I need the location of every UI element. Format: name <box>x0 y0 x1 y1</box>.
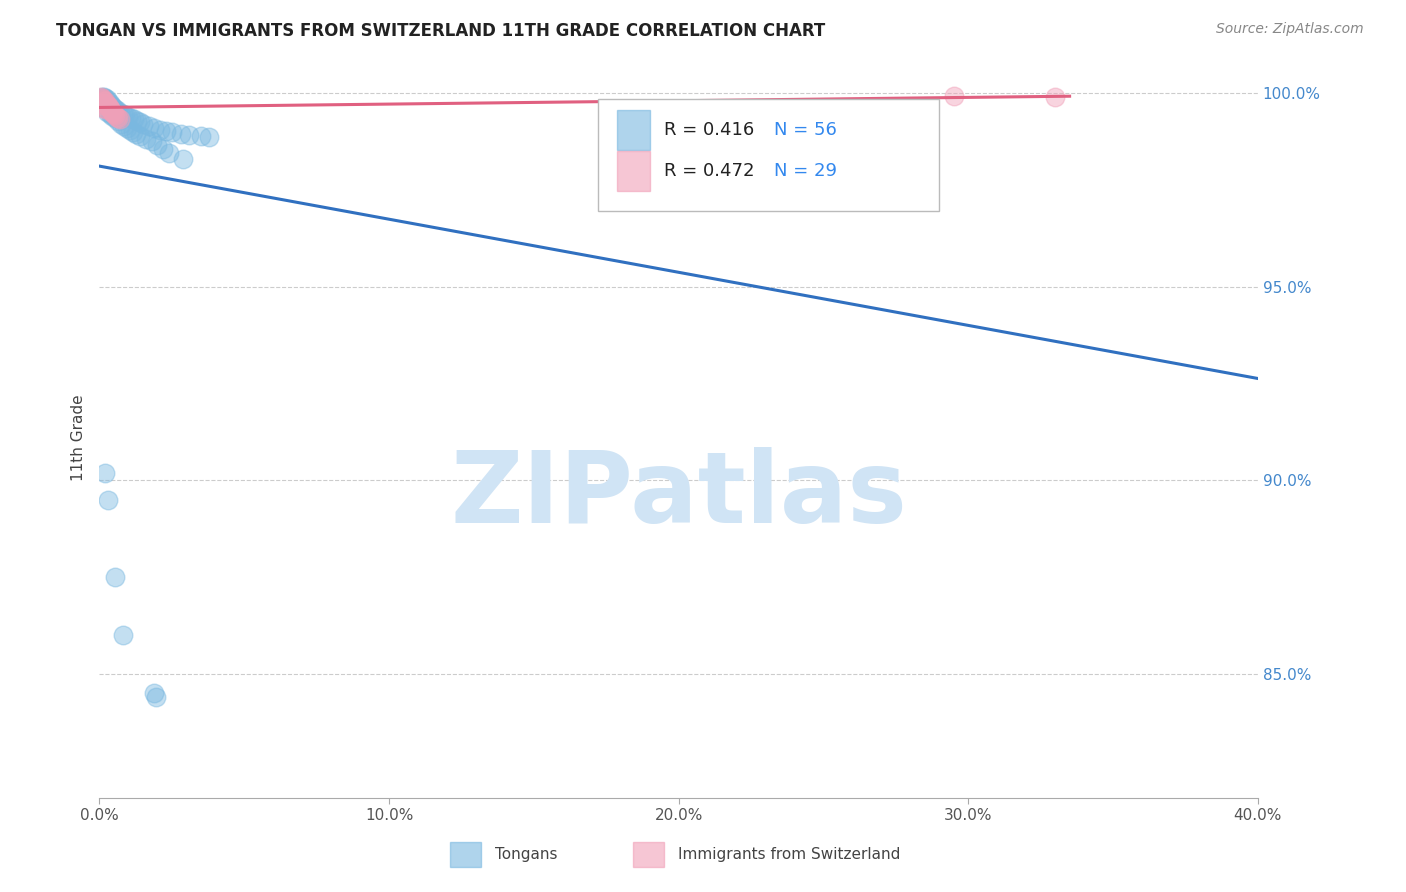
Point <box>98 107 121 121</box>
Point <box>93 95 115 109</box>
Point <box>101 99 124 113</box>
Point <box>91 92 114 106</box>
Point <box>91 92 114 106</box>
Point <box>135 132 157 146</box>
Point <box>121 125 143 139</box>
Point <box>94 466 117 480</box>
Point <box>141 134 163 148</box>
Point <box>108 106 131 120</box>
Point <box>146 138 169 153</box>
Point <box>93 94 115 108</box>
Point <box>94 95 117 110</box>
Point <box>110 117 132 131</box>
Point <box>143 686 166 700</box>
Text: Immigrants from Switzerland: Immigrants from Switzerland <box>678 847 900 862</box>
Point <box>145 690 167 705</box>
Point <box>143 120 166 135</box>
Point <box>117 110 139 124</box>
Point <box>97 492 120 507</box>
Point <box>155 124 177 138</box>
Point <box>160 125 183 139</box>
Point <box>96 105 118 120</box>
Point <box>122 112 145 127</box>
Point <box>112 119 135 133</box>
Point <box>118 122 141 136</box>
Point <box>96 92 118 106</box>
Point <box>90 90 112 104</box>
Point <box>100 103 122 118</box>
Point <box>100 97 122 112</box>
Point <box>100 104 122 119</box>
Point <box>91 93 114 107</box>
Point <box>111 628 134 642</box>
Point <box>100 102 122 116</box>
Point <box>103 101 125 115</box>
Point <box>107 104 129 119</box>
Point <box>107 113 129 128</box>
Point <box>91 98 114 112</box>
Point <box>179 128 201 142</box>
Point <box>98 102 121 116</box>
Point <box>108 112 131 127</box>
Text: TONGAN VS IMMIGRANTS FROM SWITZERLAND 11TH GRADE CORRELATION CHART: TONGAN VS IMMIGRANTS FROM SWITZERLAND 11… <box>56 22 825 40</box>
Text: Tongans: Tongans <box>495 847 557 862</box>
Point <box>129 129 152 144</box>
Point <box>152 142 174 156</box>
Point <box>104 111 127 125</box>
FancyBboxPatch shape <box>598 99 939 211</box>
Point <box>190 129 212 144</box>
Point <box>97 94 120 108</box>
Point <box>96 98 118 112</box>
Point <box>169 127 191 141</box>
Point <box>94 102 117 116</box>
Point <box>107 111 129 125</box>
Point <box>1043 90 1066 104</box>
Point <box>115 120 138 135</box>
Point <box>96 97 118 112</box>
Point <box>93 101 115 115</box>
Point <box>90 95 112 110</box>
Point <box>125 113 148 128</box>
Point <box>111 107 134 121</box>
Point <box>90 90 112 104</box>
Point <box>97 99 120 113</box>
Point <box>93 102 115 116</box>
Y-axis label: 11th Grade: 11th Grade <box>72 394 86 481</box>
Point <box>103 107 125 121</box>
Point <box>114 108 136 122</box>
Text: R = 0.472: R = 0.472 <box>664 162 754 180</box>
Point <box>101 105 124 120</box>
Point <box>104 102 127 116</box>
Text: ZIPatlas: ZIPatlas <box>450 447 907 544</box>
Point <box>101 109 124 123</box>
Point <box>94 90 117 104</box>
Point <box>172 152 194 166</box>
Point <box>149 122 172 136</box>
Text: R = 0.416: R = 0.416 <box>664 121 754 139</box>
Point <box>98 95 121 110</box>
Point <box>132 117 155 131</box>
Point <box>97 101 120 115</box>
Point <box>104 108 127 122</box>
Text: N = 29: N = 29 <box>773 162 837 180</box>
Point <box>94 96 117 111</box>
Point <box>105 110 128 124</box>
Point <box>105 103 128 118</box>
Point <box>120 111 142 125</box>
Point <box>90 90 112 104</box>
Text: N = 56: N = 56 <box>773 121 837 139</box>
Point <box>103 106 125 120</box>
Point <box>129 115 152 129</box>
Point <box>942 89 965 103</box>
Point <box>157 146 180 161</box>
Point <box>93 90 115 104</box>
Point <box>104 570 127 584</box>
Point <box>198 130 221 145</box>
Point <box>138 119 160 133</box>
Point <box>124 127 146 141</box>
FancyBboxPatch shape <box>617 111 650 150</box>
Text: Source: ZipAtlas.com: Source: ZipAtlas.com <box>1216 22 1364 37</box>
FancyBboxPatch shape <box>617 152 650 191</box>
